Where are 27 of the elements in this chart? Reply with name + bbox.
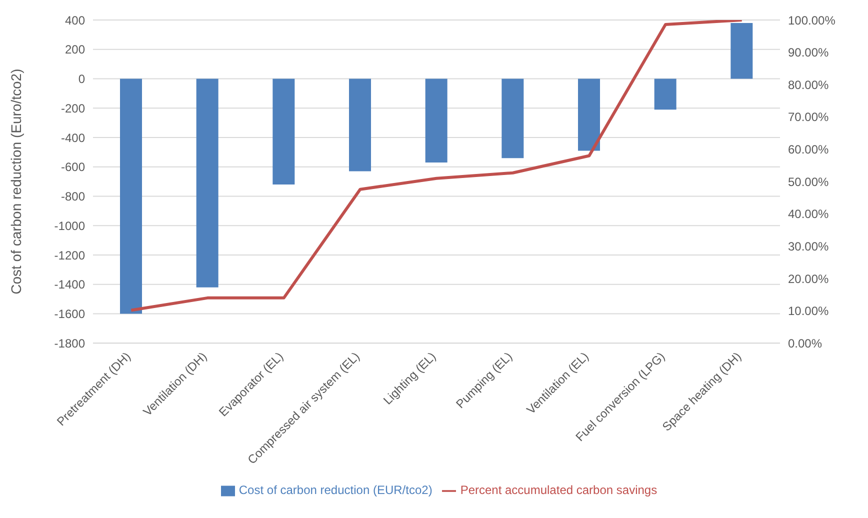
y-axis-title: Cost of carbon reduction (Euro/tco2): [8, 68, 24, 294]
y-tick-label: -800: [60, 190, 86, 204]
y-tick-label: -600: [60, 160, 86, 174]
y-tick-label: -1800: [54, 336, 86, 350]
y-tick-label: -1600: [54, 307, 86, 322]
y2-tick-label: 100.00%: [788, 13, 836, 28]
legend-label: Percent accumulated carbon savings: [460, 483, 658, 498]
legend-label: Cost of carbon reduction (EUR/tco2): [238, 483, 432, 498]
line-series: [130, 20, 744, 312]
y2-tick-label: 30.00%: [788, 239, 830, 254]
y-tick-label: -1200: [54, 248, 86, 262]
y2-tick-label: 10.00%: [788, 304, 830, 318]
y2-tick-label: 80.00%: [788, 78, 830, 92]
y2-tick-label: 60.00%: [788, 142, 830, 157]
y-tick-label: 400: [64, 13, 86, 28]
y2-tick-label: 0.00%: [788, 336, 822, 350]
y2-tick-label: 40.00%: [788, 207, 830, 222]
y2-tick-label: 90.00%: [788, 46, 830, 60]
y-tick-label: -400: [60, 130, 86, 145]
y2-tick-label: 70.00%: [788, 110, 830, 124]
y2-tick-label: 20.00%: [788, 272, 830, 286]
y2-tick-label: 50.00%: [788, 174, 830, 189]
y-tick-label: -1000: [54, 218, 86, 233]
y-tick-label: 200: [64, 42, 86, 57]
y-tick-label: -1400: [54, 278, 86, 292]
y-tick-label: 0: [78, 72, 86, 86]
y-tick-label: -200: [60, 101, 86, 116]
